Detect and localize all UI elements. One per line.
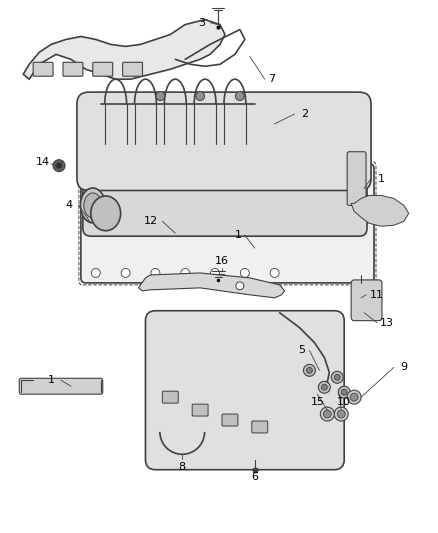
FancyBboxPatch shape [123,62,142,76]
FancyBboxPatch shape [145,311,344,470]
Ellipse shape [81,188,105,223]
Text: 14: 14 [36,157,50,167]
FancyBboxPatch shape [93,62,113,76]
Circle shape [270,269,279,278]
Circle shape [236,282,244,290]
FancyBboxPatch shape [83,166,367,236]
FancyBboxPatch shape [192,404,208,416]
FancyBboxPatch shape [77,92,371,190]
FancyBboxPatch shape [162,391,178,403]
Text: 1: 1 [234,230,241,240]
Ellipse shape [91,196,120,231]
Circle shape [334,374,340,380]
Text: 7: 7 [268,74,275,84]
Circle shape [91,174,100,183]
Circle shape [331,372,343,383]
FancyBboxPatch shape [33,62,53,76]
Circle shape [156,92,165,101]
Circle shape [318,381,330,393]
Circle shape [56,163,62,168]
Text: 11: 11 [370,290,384,300]
Circle shape [121,269,130,278]
Circle shape [350,393,358,401]
Text: 12: 12 [143,216,158,227]
Text: 1: 1 [378,174,385,183]
Circle shape [304,365,315,376]
FancyBboxPatch shape [252,421,268,433]
Text: 15: 15 [311,397,325,407]
Text: 3: 3 [198,18,205,28]
Circle shape [323,410,331,418]
Circle shape [181,174,190,183]
Circle shape [321,384,327,390]
Text: 2: 2 [301,109,308,119]
Circle shape [196,92,205,101]
Text: 6: 6 [251,472,258,482]
Text: 4: 4 [65,200,73,211]
Circle shape [270,174,279,183]
Circle shape [181,269,190,278]
Polygon shape [138,273,285,298]
Circle shape [121,174,130,183]
Circle shape [320,407,334,421]
Text: 1: 1 [48,375,55,385]
Circle shape [337,410,345,418]
Polygon shape [351,196,409,226]
Circle shape [240,174,249,183]
Text: 13: 13 [380,318,394,328]
Text: 5: 5 [298,345,305,356]
Circle shape [91,269,100,278]
Circle shape [347,390,361,404]
Circle shape [53,160,65,172]
Ellipse shape [84,193,102,218]
Circle shape [151,269,160,278]
FancyBboxPatch shape [81,164,374,283]
FancyBboxPatch shape [19,378,103,394]
Polygon shape [23,20,225,79]
Text: 9: 9 [400,362,407,373]
Circle shape [211,174,219,183]
Circle shape [307,367,312,373]
Circle shape [211,269,219,278]
Circle shape [341,389,347,395]
Text: 16: 16 [215,256,229,266]
Circle shape [151,174,160,183]
Circle shape [338,386,350,398]
Circle shape [240,269,249,278]
Text: 10: 10 [337,397,351,407]
Circle shape [235,92,244,101]
FancyBboxPatch shape [222,414,238,426]
FancyBboxPatch shape [347,152,366,205]
Circle shape [334,407,348,421]
Text: 8: 8 [179,462,186,472]
FancyBboxPatch shape [63,62,83,76]
FancyBboxPatch shape [351,280,382,321]
